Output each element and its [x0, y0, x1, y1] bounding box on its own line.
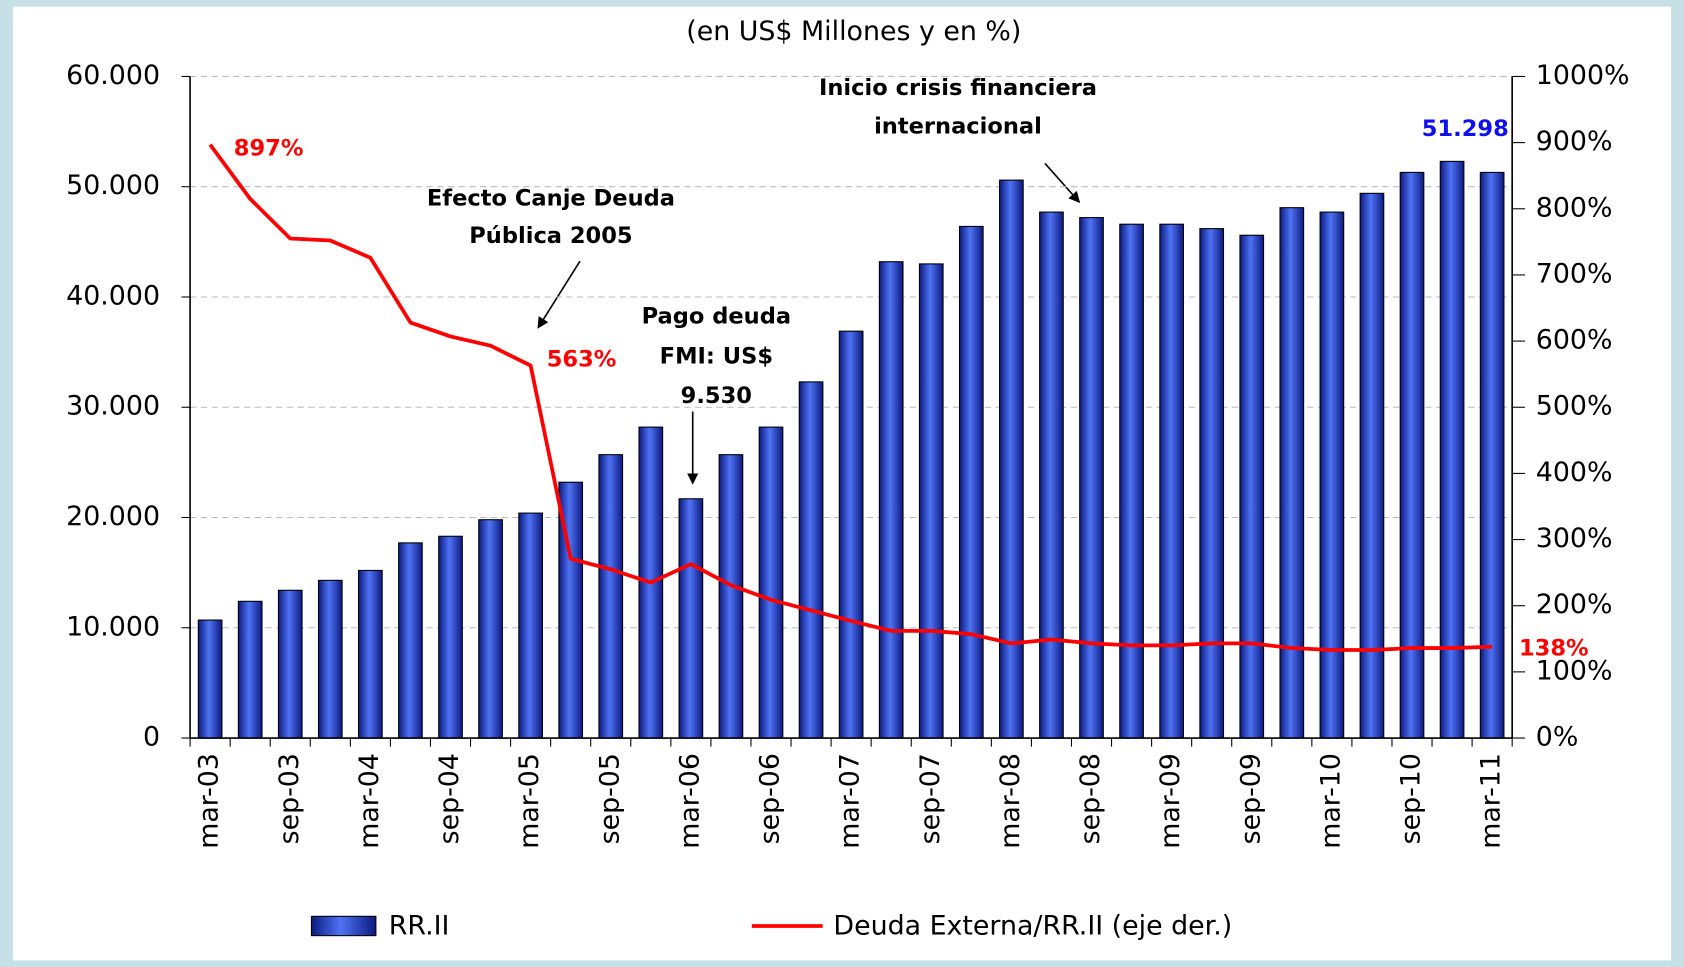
x-tick-label: mar-09: [1155, 753, 1186, 849]
y2-tick-label: 200%: [1536, 589, 1613, 620]
bar: [1119, 223, 1144, 739]
bar: [878, 261, 904, 739]
y2-tick-label: 900%: [1536, 126, 1613, 157]
legend-swatch: [310, 915, 377, 937]
bar: [438, 535, 463, 739]
bar: [1479, 171, 1505, 739]
y2-tick-label: 0%: [1536, 722, 1579, 753]
y2-tick-label: 400%: [1536, 457, 1613, 488]
x-tick-label: sep-10: [1396, 753, 1427, 844]
y-tick-label: 0: [143, 722, 160, 753]
x-tick-label: sep-03: [274, 753, 305, 844]
x-tick-label: mar-03: [194, 753, 225, 849]
bar: [718, 454, 744, 739]
bar: [1079, 217, 1104, 739]
line-value-label: 138%: [1519, 635, 1589, 661]
bar: [1159, 223, 1184, 739]
bar: [678, 498, 704, 739]
bar: [999, 179, 1024, 739]
y-tick-label: 20.000: [66, 501, 160, 532]
y2-tick-label: 500%: [1536, 391, 1613, 422]
x-tick-label: sep-08: [1075, 753, 1106, 844]
annotation-arrow: [537, 260, 581, 329]
bar: [838, 330, 864, 739]
x-tick-label: mar-06: [674, 753, 705, 849]
bar: [798, 381, 824, 739]
bar: [358, 569, 383, 739]
annotation: internacional: [874, 113, 1042, 139]
y-tick-label: 10.000: [66, 611, 160, 642]
x-tick-label: sep-05: [594, 753, 625, 844]
line: [208, 143, 1493, 652]
bar: [1319, 211, 1345, 739]
y-tick-label: 30.000: [66, 391, 160, 422]
bar: [1239, 234, 1265, 739]
annotation-arrow: [1044, 162, 1081, 203]
y-tick-label: 40.000: [66, 280, 160, 311]
legend-label: RR.II: [389, 911, 450, 942]
bar: [1359, 192, 1385, 739]
bar: [478, 519, 503, 739]
bar: [918, 263, 944, 739]
bar: [237, 600, 263, 739]
y2-tick-label: 700%: [1536, 258, 1613, 289]
x-tick-label: mar-10: [1315, 753, 1346, 849]
bar: [958, 225, 984, 739]
x-tick-label: mar-08: [995, 753, 1026, 849]
x-tick-label: mar-04: [354, 753, 385, 849]
bar: [1399, 171, 1425, 739]
bar: [197, 619, 223, 739]
y2-tick-label: 600%: [1536, 325, 1613, 356]
x-tick-label: sep-04: [434, 753, 465, 844]
annotation: Inicio crisis financiera: [819, 75, 1097, 101]
y-tick-label: 60.000: [66, 60, 160, 91]
x-tick-label: sep-09: [1235, 753, 1266, 844]
y2-tick-label: 100%: [1536, 655, 1613, 686]
x-tick-label: sep-07: [915, 753, 946, 844]
bar: [1279, 207, 1305, 739]
annotation: Pago deuda: [642, 304, 791, 330]
bar: [758, 426, 784, 739]
x-tick-label: mar-11: [1476, 753, 1507, 849]
bar: [598, 454, 624, 739]
annotation: Efecto Canje Deuda: [427, 185, 675, 211]
bar: [398, 542, 423, 739]
bar: [1439, 160, 1465, 739]
bar: [1039, 211, 1064, 739]
subtitle: (en US$ Millones y en %): [686, 16, 1021, 47]
bar: [317, 579, 343, 739]
y-tick-label: 50.000: [66, 170, 160, 201]
x-tick-label: mar-07: [835, 753, 866, 849]
y2-tick-label: 1000%: [1536, 60, 1630, 91]
x-tick-label: sep-06: [755, 753, 786, 844]
line-value-label: 563%: [547, 347, 617, 373]
bar: [277, 589, 303, 739]
y2-tick-label: 800%: [1536, 192, 1613, 223]
annotation: Pública 2005: [469, 223, 632, 249]
annotation: 9.530: [681, 383, 752, 409]
legend-label: Deuda Externa/RR.II (eje der.): [833, 911, 1232, 942]
annotation: FMI: US$: [660, 343, 773, 369]
y2-tick-label: 300%: [1536, 523, 1613, 554]
bar: [518, 512, 543, 739]
line-value-label: 897%: [234, 135, 304, 161]
bar: [1199, 228, 1225, 739]
bar-value-label: 51.298: [1422, 116, 1509, 142]
x-tick-label: mar-05: [514, 753, 545, 849]
